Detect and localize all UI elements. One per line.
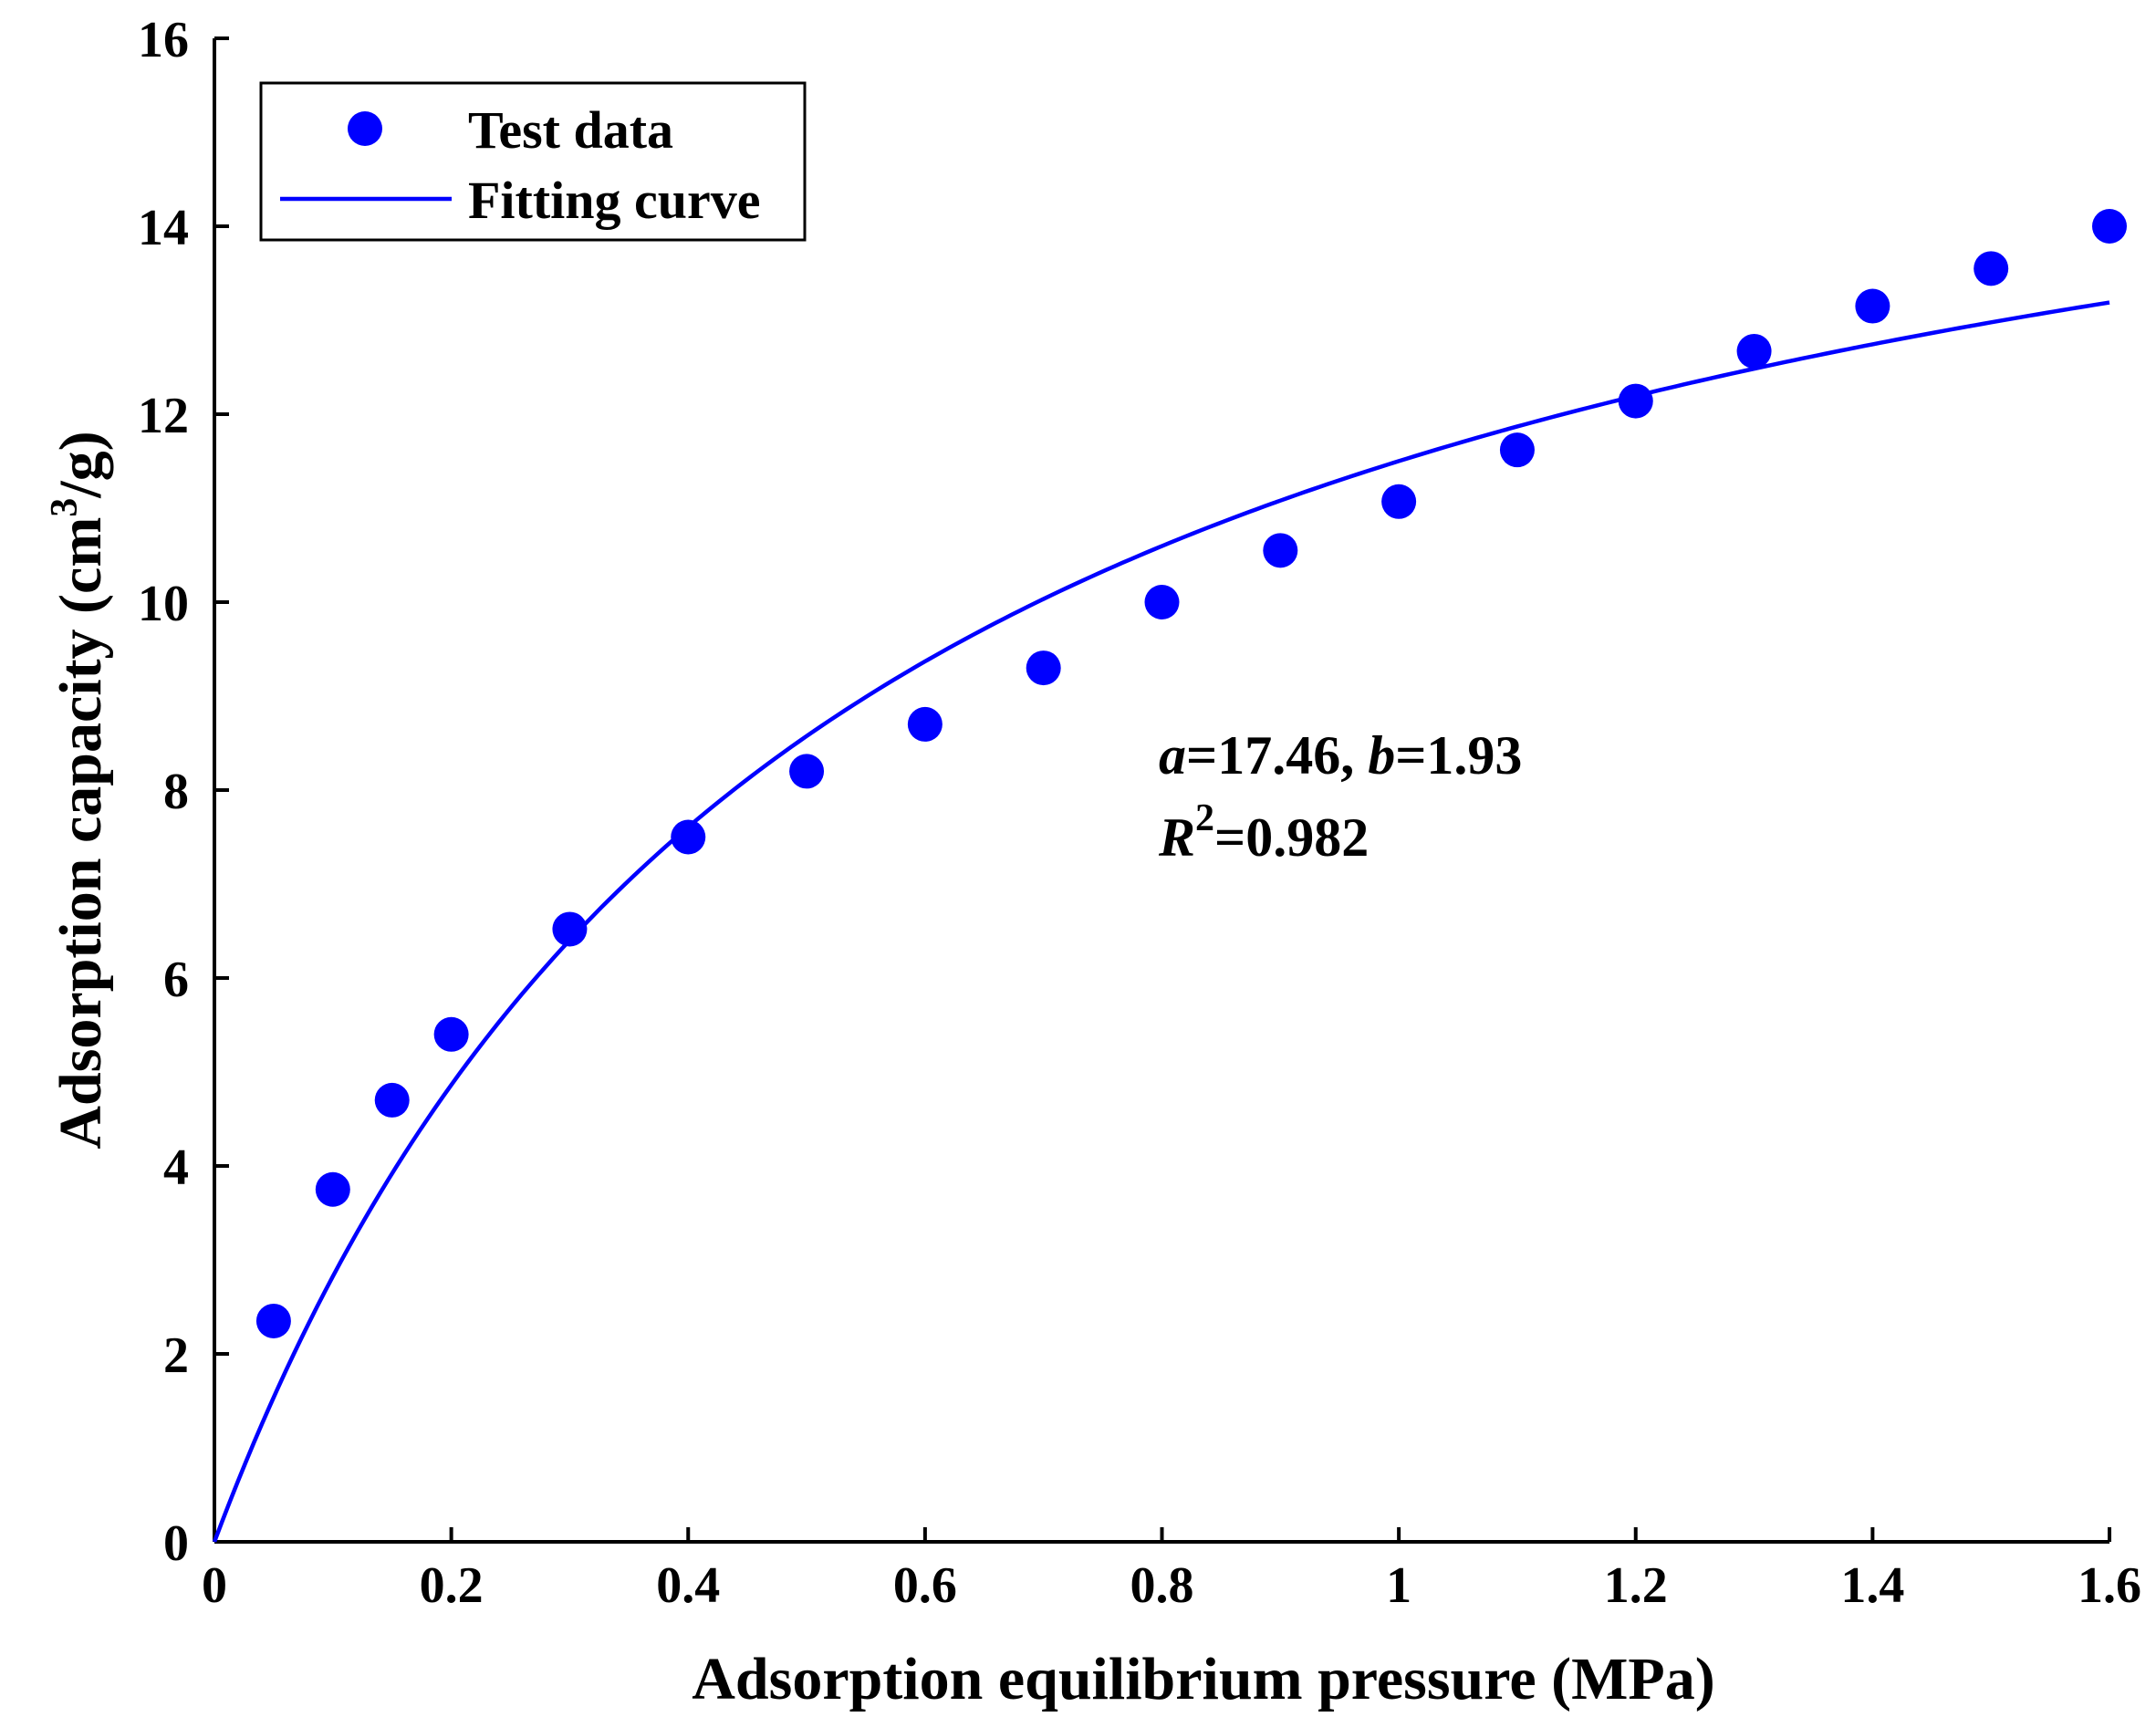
fit-parameters-annotation: a=17.46, b=1.93	[1159, 725, 1522, 786]
legend-box	[259, 81, 807, 242]
y-tick-label: 0	[163, 1515, 189, 1572]
data-point	[2092, 209, 2127, 244]
data-point	[1144, 585, 1180, 619]
y-ticks: 0 2 4 6 8 10 12 14 16	[138, 12, 229, 1572]
fitting-curve-line	[212, 300, 2110, 1543]
y-tick-label: 8	[163, 764, 189, 820]
y-axis-title-end: /g)	[47, 431, 114, 498]
x-tick-label: 0.8	[1130, 1557, 1194, 1614]
x-axis-title: Adsorption equilibrium pressure (MPa)	[692, 1646, 1714, 1712]
legend-label-test-data: Test data	[468, 100, 673, 160]
y-tick-label: 16	[138, 12, 189, 68]
data-point	[1618, 383, 1653, 419]
test-data-points	[255, 209, 2127, 1338]
data-point	[552, 911, 588, 947]
param-b-value: =1.93	[1395, 725, 1522, 786]
data-point	[907, 706, 943, 742]
x-tick-label: 0.6	[893, 1557, 957, 1614]
data-point	[1381, 484, 1417, 519]
x-tick-label: 0.2	[420, 1557, 484, 1614]
x-tick-label: 0.4	[656, 1557, 720, 1614]
y-tick-label: 14	[138, 200, 189, 256]
data-point	[671, 819, 706, 855]
y-tick-label: 6	[163, 952, 189, 1008]
y-axis-title: Adsorption capacity (cm3/g)	[44, 431, 114, 1149]
data-point	[374, 1082, 410, 1118]
data-point	[1855, 288, 1890, 324]
data-point	[255, 1303, 291, 1338]
param-a-value: =17.46,	[1186, 725, 1368, 786]
legend-label-fitting-curve: Fitting curve	[468, 171, 761, 230]
x-tick-label: 0	[202, 1557, 227, 1614]
x-tick-label: 1.6	[2078, 1557, 2141, 1614]
x-tick-label: 1	[1386, 1557, 1411, 1614]
data-point	[315, 1171, 350, 1207]
legend: Test data Fitting curve	[259, 81, 807, 242]
data-point	[1026, 650, 1061, 686]
y-tick-label: 12	[138, 388, 189, 444]
y-tick-label: 2	[163, 1327, 189, 1384]
legend-marker-test-data	[348, 111, 382, 146]
r-squared-sup: 2	[1195, 797, 1214, 839]
y-axis-title-sup: 3	[44, 498, 86, 517]
r-squared-label: R	[1158, 807, 1195, 868]
data-point	[1974, 251, 2009, 286]
r-squared-annotation: R2=0.982	[1158, 797, 1369, 868]
data-point	[433, 1016, 469, 1052]
y-tick-label: 4	[163, 1139, 189, 1196]
x-tick-label: 1.2	[1604, 1557, 1668, 1614]
r-squared-value: =0.982	[1214, 807, 1369, 868]
y-tick-label: 10	[138, 576, 189, 632]
data-point	[1499, 432, 1535, 468]
y-axis-title-main: Adsorption capacity (cm	[47, 517, 114, 1150]
data-point	[1263, 533, 1298, 568]
data-point	[1736, 333, 1772, 369]
param-b-label: b	[1368, 725, 1395, 786]
data-point	[789, 754, 825, 789]
x-tick-label: 1.4	[1840, 1557, 1904, 1614]
x-ticks: 0 0.2 0.4 0.6 0.8 1 1.2 1.4 1.6	[202, 1527, 2141, 1614]
param-a-label: a	[1159, 725, 1186, 786]
